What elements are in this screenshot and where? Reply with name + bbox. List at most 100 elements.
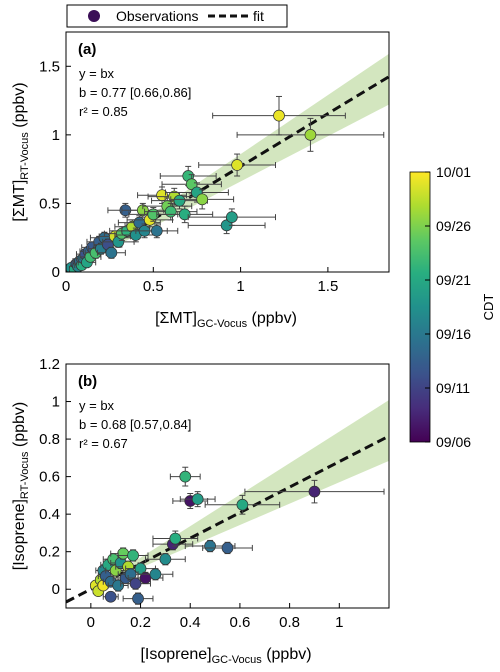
data-point [202, 541, 253, 555]
data-point [145, 553, 186, 566]
data-marker [304, 129, 317, 141]
data-marker [308, 485, 321, 498]
panel-b-ytick-label: 0 [52, 581, 60, 598]
colorbar-tick-label: 09/26 [436, 218, 471, 234]
panel-b-eq-line1: y = bx [79, 398, 115, 413]
panel-a-eq-line2: b = 0.77 [0.66,0.86] [79, 85, 191, 100]
panel-b-ylabel: [Isoprene]RT-Vocus (ppbv) [11, 402, 31, 570]
data-marker [129, 577, 142, 590]
data-marker [178, 208, 191, 221]
colorbar-tick-label: 09/06 [436, 434, 471, 450]
legend-observations-marker [88, 10, 100, 22]
panel-a-eq-line3: r² = 0.85 [79, 104, 128, 119]
data-marker [159, 553, 172, 566]
data-marker [273, 109, 285, 122]
panel-b-xlabel: [Isoprene]GC-Vocus (ppbv) [140, 646, 311, 666]
panel-a-xtick-label: 1.5 [317, 278, 338, 295]
panel-a-ytick-label: 0.5 [39, 195, 60, 212]
panel-b-xtick-label: 0 [87, 614, 95, 631]
data-marker [149, 568, 162, 581]
data-point [161, 174, 222, 195]
colorbar-tick-label: 09/21 [436, 272, 471, 288]
data-point [236, 117, 385, 152]
data-marker [173, 194, 186, 207]
data-point [244, 479, 385, 504]
data-marker [169, 532, 182, 545]
data-marker [204, 540, 216, 552]
panel-b-points [89, 466, 385, 605]
data-point [152, 530, 199, 547]
data-point [135, 223, 179, 239]
panel-b-ytick-label: 0.6 [39, 469, 60, 486]
data-point [96, 246, 126, 259]
panel-a-axes-frame [65, 31, 390, 273]
panel-b-xtick-label: 1 [335, 614, 343, 631]
data-point [204, 494, 281, 515]
panel-b-eq-line3: r² = 0.67 [79, 436, 128, 451]
panel-b-ytick-label: 0.8 [39, 431, 60, 448]
data-marker [164, 205, 177, 218]
panel-b-xtick-label: 0.4 [180, 614, 201, 631]
colorbar-gradient [409, 171, 431, 443]
panel-b-confidence-band [90, 400, 389, 590]
panel-a: 0 0.5 1 1.5 0 0.5 1 1.5 (a) y = bx b = 0.77 [0.… [11, 31, 390, 330]
panel-b-axes-frame [65, 363, 390, 609]
legend-observations-label: Observations [116, 8, 198, 24]
data-point [187, 208, 277, 226]
data-point [212, 95, 346, 136]
panel-a-xtick-label: 0.5 [143, 278, 164, 295]
panel-a-ylabel: [ΣMT]RT-Vocus (ppbv) [11, 82, 31, 221]
panel-a-ytick-label: 1 [52, 127, 60, 144]
colorbar-ticks: 10/01 09/26 09/21 09/16 09/11 09/06 [425, 164, 471, 450]
data-marker [117, 547, 129, 560]
panel-b-xtick-label: 0.6 [229, 614, 250, 631]
colorbar-tick-label: 09/11 [436, 380, 470, 396]
panel-a-ticks: 0 0.5 1 1.5 0 0.5 1 1.5 [39, 58, 338, 295]
data-marker [221, 542, 234, 554]
panel-b-eq-line2: b = 0.68 [0.57,0.84] [79, 417, 191, 432]
panel-b: 0 0.2 0.4 0.6 0.8 1 0 0.2 0.4 0.6 0.8 1 1.2 (b) y = … [11, 356, 390, 666]
panel-a-xtick-label: 0 [62, 278, 70, 295]
data-point [122, 592, 154, 605]
data-point [137, 568, 174, 581]
data-marker [191, 493, 204, 505]
panel-b-ytick-label: 1 [52, 394, 60, 411]
data-marker [127, 549, 139, 562]
panel-b-label: (b) [78, 373, 97, 390]
panel-a-points [66, 95, 385, 272]
panel-b-xtick-label: 0.8 [279, 614, 300, 631]
data-marker [104, 590, 117, 603]
panel-a-xtick-label: 1 [236, 278, 244, 295]
data-marker [179, 470, 192, 483]
data-point [117, 549, 149, 562]
panel-a-eq-line1: y = bx [79, 66, 115, 81]
data-point [156, 205, 214, 224]
panel-b-xtick-label: 0.2 [130, 614, 151, 631]
panel-b-ytick-label: 0.2 [39, 544, 60, 561]
panel-b-ticks: 0 0.2 0.4 0.6 0.8 1 0 0.2 0.4 0.6 0.8 1 1.2 [39, 356, 343, 631]
data-marker [226, 211, 238, 223]
colorbar-label: CDT [481, 294, 496, 321]
panel-a-ytick-label: 0 [52, 264, 60, 281]
colorbar: 10/01 09/26 09/21 09/16 09/11 09/06 CDT [409, 164, 496, 450]
panel-a-label: (a) [78, 41, 96, 58]
data-point [102, 590, 119, 603]
legend: Observations fit [66, 4, 288, 28]
data-marker [231, 159, 243, 171]
panel-a-xlabel: [ΣMT]GC-Vocus (ppbv) [155, 310, 297, 330]
legend-fit-label: fit [253, 8, 264, 24]
data-point [179, 491, 216, 508]
data-marker [236, 498, 249, 511]
panel-a-ytick-label: 1.5 [39, 58, 60, 75]
data-marker [196, 193, 209, 206]
panel-b-ytick-label: 1.2 [39, 356, 60, 373]
legend-box [66, 4, 288, 28]
data-point [170, 189, 235, 210]
data-point [114, 227, 158, 243]
panel-b-ytick-label: 0.4 [39, 506, 60, 523]
data-point [169, 466, 201, 487]
data-marker [132, 592, 144, 605]
colorbar-tick-label: 09/16 [436, 326, 471, 342]
